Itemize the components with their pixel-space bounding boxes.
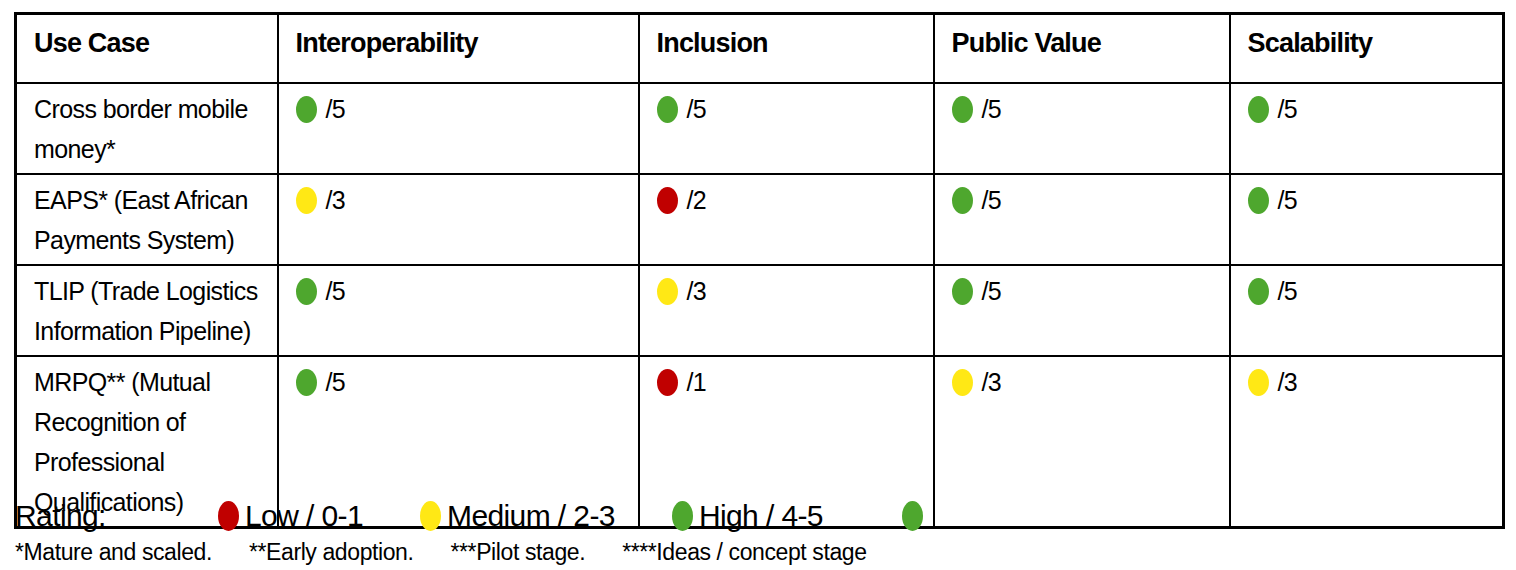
table-row: TLIP (Trade Logistics Information Pipeli… <box>16 265 1504 356</box>
rating-cell: /5 <box>934 174 1230 265</box>
rating-score: /5 <box>982 95 1002 123</box>
footnote-mature: *Mature and scaled. <box>15 539 212 566</box>
legend-item-low: Low / 0-1 <box>218 499 363 533</box>
header-interoperability: Interoperability <box>278 14 639 83</box>
rating-dot <box>952 369 973 396</box>
header-public-value: Public Value <box>934 14 1230 83</box>
rating-score: /5 <box>687 95 707 123</box>
rating-cell: /5 <box>639 83 934 174</box>
header-inclusion: Inclusion <box>639 14 934 83</box>
rating-dot <box>1248 278 1269 305</box>
rating-dot <box>657 278 678 305</box>
rating-dot <box>1248 96 1269 123</box>
rating-dot <box>952 278 973 305</box>
rating-dot <box>296 96 317 123</box>
legend-title: Rating: <box>15 499 218 533</box>
rating-score: /5 <box>1278 186 1298 214</box>
rating-dot <box>952 187 973 214</box>
rating-cell: /3 <box>1230 356 1504 528</box>
rating-score: /5 <box>1278 277 1298 305</box>
rating-score: /3 <box>1278 368 1298 396</box>
rating-cell: /5 <box>934 265 1230 356</box>
rating-dot <box>657 187 678 214</box>
rating-cell: /3 <box>278 174 639 265</box>
table-header-row: Use Case Interoperability Inclusion Publ… <box>16 14 1504 83</box>
table-row: EAPS* (East African Payments System) /3 … <box>16 174 1504 265</box>
rating-dot <box>1248 187 1269 214</box>
page: Use Case Interoperability Inclusion Publ… <box>0 0 1516 570</box>
rating-dot <box>1248 369 1269 396</box>
rating-score: /5 <box>326 368 346 396</box>
rating-dot <box>952 96 973 123</box>
footnote-pilot-stage: ***Pilot stage. <box>451 539 586 566</box>
rating-score: /5 <box>1278 95 1298 123</box>
rating-cell: /3 <box>934 356 1230 528</box>
rating-cell: /5 <box>278 83 639 174</box>
rating-cell: /3 <box>639 265 934 356</box>
medium-rating-dot-icon <box>420 501 441 531</box>
rating-cell: /5 <box>934 83 1230 174</box>
rating-cell: /5 <box>1230 83 1504 174</box>
trailing-green-dot-icon <box>902 501 923 531</box>
use-case-cell: EAPS* (East African Payments System) <box>16 174 278 265</box>
rating-cell: /5 <box>278 265 639 356</box>
high-rating-dot-icon <box>672 501 693 531</box>
rating-score: /5 <box>982 186 1002 214</box>
low-rating-dot-icon <box>218 501 239 531</box>
rating-score: /3 <box>687 277 707 305</box>
rating-score: /3 <box>326 186 346 214</box>
footnote-ideas-concept: ****Ideas / concept stage <box>622 539 866 566</box>
rating-dot <box>296 187 317 214</box>
rating-dot <box>296 278 317 305</box>
rating-dot <box>657 96 678 123</box>
rating-score: /2 <box>687 186 707 214</box>
rating-dot <box>296 369 317 396</box>
use-case-rating-table: Use Case Interoperability Inclusion Publ… <box>14 12 1505 529</box>
legend-item-label: Low / 0-1 <box>245 499 363 533</box>
rating-score: /3 <box>982 368 1002 396</box>
rating-legend: Rating: Low / 0-1 Medium / 2-3 High / 4-… <box>15 497 929 535</box>
use-case-cell: TLIP (Trade Logistics Information Pipeli… <box>16 265 278 356</box>
legend-item-label: High / 4-5 <box>699 499 823 533</box>
legend-item-high: High / 4-5 <box>672 499 823 533</box>
rating-score: /1 <box>687 368 707 396</box>
rating-cell: /5 <box>1230 174 1504 265</box>
rating-score: /5 <box>326 277 346 305</box>
rating-cell: /2 <box>639 174 934 265</box>
header-use-case: Use Case <box>16 14 278 83</box>
table-row: Cross border mobile money* /5 /5 /5 /5 <box>16 83 1504 174</box>
footnotes: *Mature and scaled. **Early adoption. **… <box>15 539 867 566</box>
rating-score: /5 <box>982 277 1002 305</box>
footnote-early-adoption: **Early adoption. <box>249 539 414 566</box>
rating-cell: /5 <box>1230 265 1504 356</box>
header-scalability: Scalability <box>1230 14 1504 83</box>
use-case-cell: Cross border mobile money* <box>16 83 278 174</box>
legend-item-medium: Medium / 2-3 <box>420 499 615 533</box>
rating-dot <box>657 369 678 396</box>
legend-item-label: Medium / 2-3 <box>447 499 615 533</box>
rating-score: /5 <box>326 95 346 123</box>
